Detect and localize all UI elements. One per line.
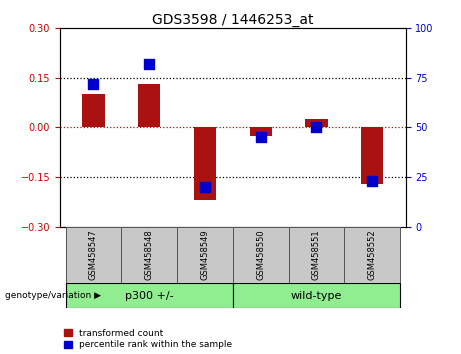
Text: GSM458547: GSM458547 [89,229,98,280]
FancyBboxPatch shape [65,227,121,283]
Text: p300 +/-: p300 +/- [125,291,173,301]
Point [201,184,209,190]
Text: GSM458549: GSM458549 [201,229,209,280]
Text: genotype/variation ▶: genotype/variation ▶ [5,291,100,300]
Bar [138,85,160,127]
Title: GDS3598 / 1446253_at: GDS3598 / 1446253_at [152,13,313,27]
FancyBboxPatch shape [233,283,400,308]
FancyBboxPatch shape [65,283,233,308]
Point [146,61,153,67]
Bar [82,95,105,127]
Text: GSM458552: GSM458552 [368,229,377,280]
FancyBboxPatch shape [289,227,344,283]
Point [257,135,264,140]
Bar [249,127,272,136]
Text: wild-type: wild-type [291,291,342,301]
Bar [305,119,328,127]
Bar [361,127,384,184]
Text: GSM458548: GSM458548 [145,229,154,280]
Text: GSM458550: GSM458550 [256,229,265,280]
Point [313,125,320,130]
Legend: transformed count, percentile rank within the sample: transformed count, percentile rank withi… [65,329,232,349]
FancyBboxPatch shape [121,227,177,283]
FancyBboxPatch shape [233,227,289,283]
Point [368,178,376,184]
Point [90,81,97,87]
FancyBboxPatch shape [344,227,400,283]
Bar [194,127,216,200]
FancyBboxPatch shape [177,227,233,283]
Text: GSM458551: GSM458551 [312,229,321,280]
